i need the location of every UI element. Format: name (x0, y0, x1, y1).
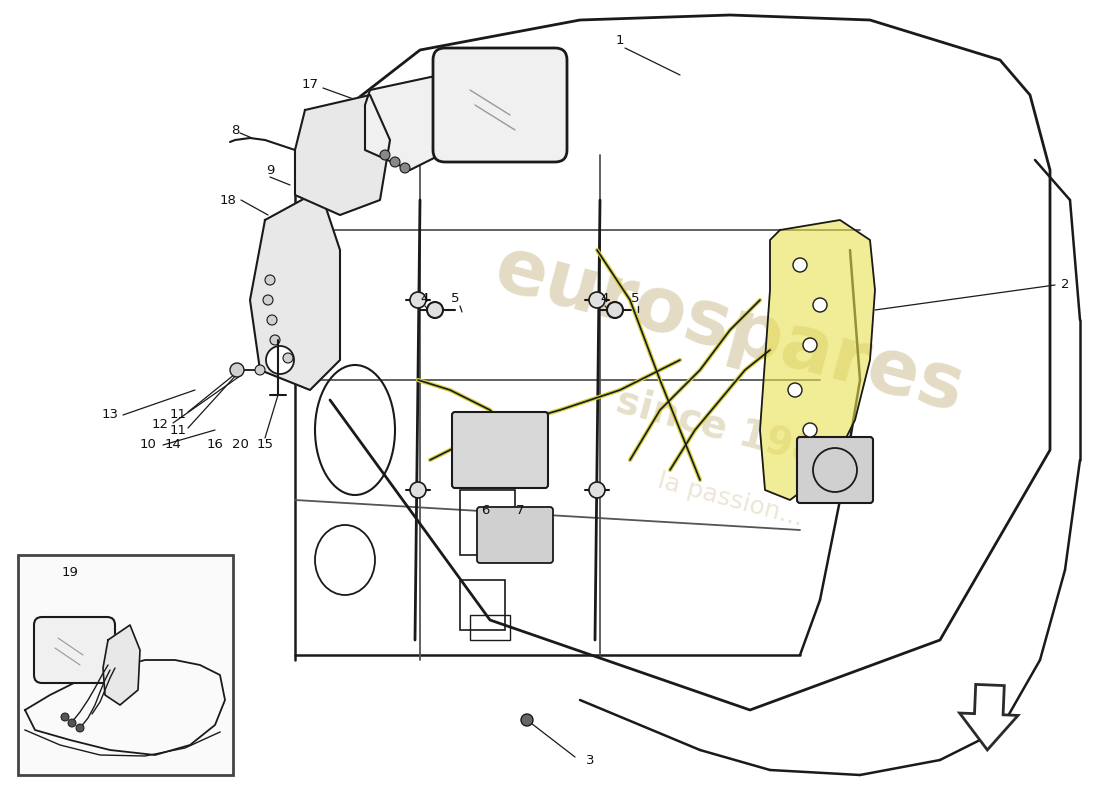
Circle shape (230, 363, 244, 377)
Text: 5: 5 (451, 291, 460, 305)
Circle shape (265, 275, 275, 285)
Circle shape (410, 292, 426, 308)
Text: 12: 12 (152, 418, 168, 431)
Bar (460, 490, 515, 555)
Text: 6: 6 (481, 503, 490, 517)
Text: 5: 5 (630, 291, 639, 305)
Text: 13: 13 (101, 409, 119, 422)
FancyBboxPatch shape (433, 48, 566, 162)
FancyBboxPatch shape (477, 507, 553, 563)
FancyBboxPatch shape (34, 617, 116, 683)
Circle shape (803, 423, 817, 437)
Circle shape (379, 150, 390, 160)
Text: 15: 15 (256, 438, 274, 451)
Polygon shape (250, 190, 340, 390)
Text: 8: 8 (231, 123, 239, 137)
Circle shape (427, 302, 443, 318)
FancyBboxPatch shape (18, 555, 233, 775)
Text: 3: 3 (585, 754, 594, 766)
Polygon shape (103, 625, 140, 705)
FancyBboxPatch shape (798, 437, 873, 503)
Text: 11: 11 (169, 423, 187, 437)
Circle shape (76, 724, 84, 732)
Bar (460, 580, 505, 630)
Bar (470, 615, 510, 640)
Circle shape (267, 315, 277, 325)
Text: 17: 17 (301, 78, 319, 91)
Circle shape (793, 258, 807, 272)
Text: eurospares: eurospares (487, 232, 972, 428)
Circle shape (521, 714, 534, 726)
Circle shape (255, 365, 265, 375)
Circle shape (788, 383, 802, 397)
Circle shape (283, 353, 293, 363)
Circle shape (410, 482, 426, 498)
Text: 11: 11 (169, 409, 187, 422)
Circle shape (803, 338, 817, 352)
Text: la passion...: la passion... (654, 469, 805, 531)
Text: 14: 14 (165, 438, 182, 451)
Text: 1: 1 (616, 34, 625, 46)
Text: 4: 4 (421, 291, 429, 305)
Circle shape (390, 157, 400, 167)
Circle shape (588, 482, 605, 498)
Text: since 1985: since 1985 (612, 382, 848, 478)
Text: 18: 18 (220, 194, 236, 206)
Circle shape (813, 298, 827, 312)
Text: 9: 9 (266, 163, 274, 177)
Circle shape (400, 163, 410, 173)
Polygon shape (760, 220, 874, 500)
Circle shape (607, 302, 623, 318)
Polygon shape (295, 95, 390, 215)
Text: 10: 10 (140, 438, 156, 451)
Text: 20: 20 (232, 438, 249, 451)
Text: 16: 16 (207, 438, 223, 451)
Circle shape (60, 713, 69, 721)
Text: 19: 19 (62, 566, 78, 578)
Circle shape (263, 295, 273, 305)
Text: 2: 2 (1060, 278, 1069, 291)
FancyBboxPatch shape (452, 412, 548, 488)
Circle shape (266, 346, 294, 374)
Polygon shape (365, 75, 460, 170)
Circle shape (270, 335, 280, 345)
Circle shape (588, 292, 605, 308)
Polygon shape (959, 685, 1018, 750)
Text: 4: 4 (601, 291, 609, 305)
Circle shape (68, 719, 76, 727)
Text: 7: 7 (516, 503, 525, 517)
